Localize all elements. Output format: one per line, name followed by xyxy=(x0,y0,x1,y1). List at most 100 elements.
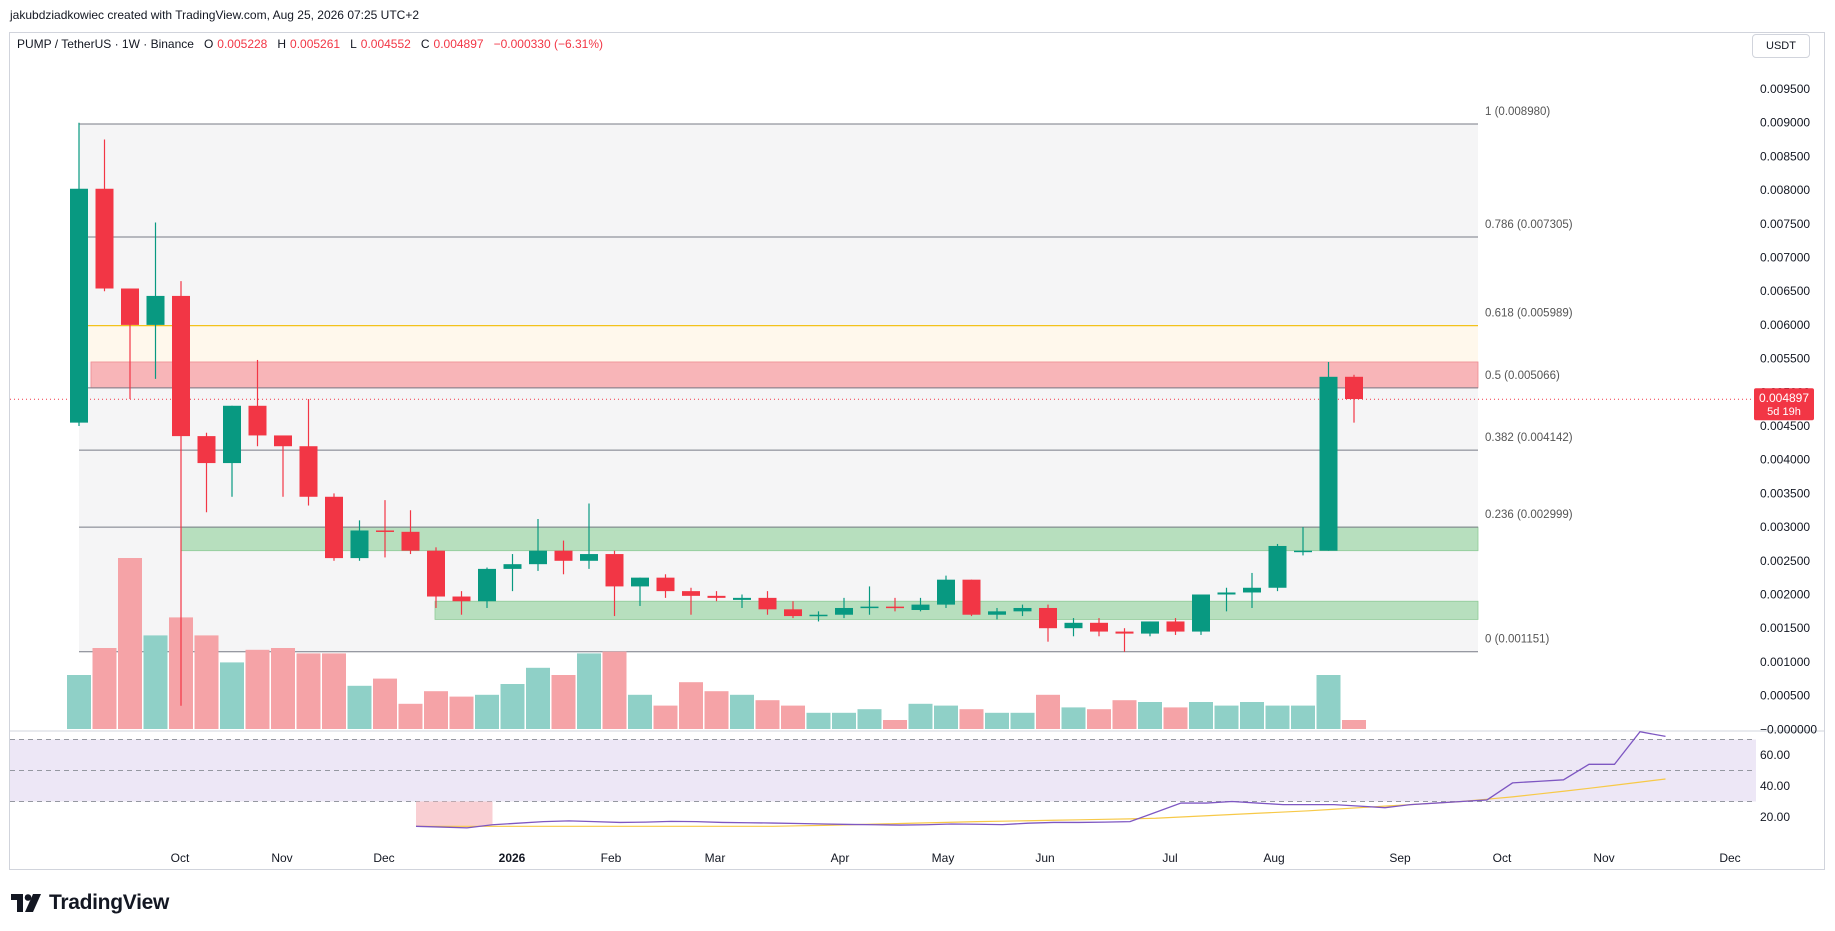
fib-label-0.236: 0.236 (0.002999) xyxy=(1485,509,1573,521)
volume-bar xyxy=(704,691,729,729)
volume-bar xyxy=(806,712,831,729)
volume-bar xyxy=(500,684,525,729)
volume-bar xyxy=(730,694,754,729)
time-tick-label: Feb xyxy=(601,851,622,865)
support-zone xyxy=(434,600,1479,620)
fib-label-0.382: 0.382 (0.004142) xyxy=(1485,432,1573,444)
volume-bar xyxy=(194,635,219,729)
price-tick-label: −0.000000 xyxy=(1760,722,1817,736)
fib-label-0.786: 0.786 (0.007305) xyxy=(1485,219,1573,231)
fib-label-0.5: 0.5 (0.005066) xyxy=(1485,370,1560,382)
candle-body xyxy=(733,597,751,600)
candle-body xyxy=(172,295,190,437)
volume-bar xyxy=(271,648,295,729)
candle-body xyxy=(350,530,369,559)
volume-bar xyxy=(832,712,856,729)
candle-body xyxy=(1141,621,1159,634)
volume-bar xyxy=(1163,707,1188,729)
candle-body xyxy=(554,550,573,561)
candle-body xyxy=(1217,592,1236,595)
candle-body xyxy=(784,609,802,617)
candle-body xyxy=(682,591,700,596)
candle-body xyxy=(223,405,241,464)
volume-bar xyxy=(551,675,576,729)
candle-body xyxy=(452,596,471,602)
time-tick-label: Mar xyxy=(705,851,726,865)
price-tick-label: 0.001500 xyxy=(1760,621,1810,635)
open-value: 0.005228 xyxy=(217,37,268,51)
time-tick-label: Jun xyxy=(1035,851,1054,865)
volume-bar xyxy=(628,694,652,729)
symbol-title[interactable]: PUMP / TetherUS · 1W · Binance xyxy=(17,37,194,51)
last-price-value: 0.004897 xyxy=(1759,391,1809,405)
candle-body xyxy=(1345,376,1363,400)
candle-body xyxy=(427,550,445,597)
volume-bar xyxy=(857,709,882,729)
candle-body xyxy=(299,446,318,497)
resistance-zone xyxy=(90,361,1479,389)
candle-body xyxy=(580,554,598,561)
candle-body xyxy=(656,577,675,592)
volume-bar xyxy=(424,691,448,729)
tradingview-logo-icon xyxy=(11,894,41,912)
candle-body xyxy=(911,604,930,611)
price-tick-label: 0.005500 xyxy=(1760,352,1810,366)
candle-body xyxy=(121,288,139,325)
volume-bar xyxy=(322,653,346,729)
fib-label-1: 1 (0.008980) xyxy=(1485,106,1550,118)
chart-attribution: jakubdziadkowiec created with TradingVie… xyxy=(10,8,420,22)
candle-body xyxy=(886,606,904,609)
price-tick-label: 0.004500 xyxy=(1760,419,1810,433)
price-tick-label: 0.001000 xyxy=(1760,655,1810,669)
high-value: 0.005261 xyxy=(290,37,341,51)
candle-body xyxy=(1268,545,1287,588)
volume-bar xyxy=(1138,702,1162,729)
tradingview-logo[interactable]: TradingView xyxy=(11,891,169,915)
time-tick-label: Nov xyxy=(271,851,292,865)
candle-body xyxy=(70,188,88,423)
candle-body xyxy=(274,435,292,447)
time-tick-label: Apr xyxy=(831,851,850,865)
low-label: L xyxy=(350,37,357,51)
currency-button[interactable]: USDT xyxy=(1752,34,1810,58)
time-tick-label: 2026 xyxy=(499,851,526,865)
candle-body xyxy=(478,568,496,602)
rsi-oversold-fill xyxy=(416,801,493,828)
volume-bar xyxy=(475,694,499,729)
candle-body xyxy=(860,606,879,609)
time-tick-label: Oct xyxy=(171,851,190,865)
candle-body xyxy=(1013,607,1032,612)
volume-bar xyxy=(755,700,780,729)
volume-bar xyxy=(1240,702,1264,729)
volume-bar xyxy=(1214,705,1239,729)
rsi-tick-label: 20.00 xyxy=(1760,810,1790,824)
volume-bar xyxy=(1189,702,1213,729)
volume-bar xyxy=(220,662,244,729)
open-label: O xyxy=(203,37,214,51)
price-tick-label: 0.008000 xyxy=(1760,183,1810,197)
candle-body xyxy=(1064,622,1083,629)
candle-body xyxy=(376,530,394,532)
candle-body xyxy=(1115,631,1134,634)
candle-body xyxy=(758,597,777,610)
volume-bar xyxy=(781,705,805,729)
volume-bar xyxy=(296,653,321,729)
price-tick-label: 0.003500 xyxy=(1760,486,1810,500)
volume-bar xyxy=(1036,694,1060,729)
price-tick-label: 0.006500 xyxy=(1760,284,1810,298)
volume-bar xyxy=(934,705,958,729)
chart-frame xyxy=(9,32,1825,870)
candle-body xyxy=(1319,376,1338,551)
time-tick-label: Oct xyxy=(1493,851,1512,865)
candle-body xyxy=(401,531,420,551)
volume-bar xyxy=(602,651,627,729)
time-tick-label: Dec xyxy=(1719,851,1740,865)
price-tick-label: 0.009000 xyxy=(1760,116,1810,130)
volume-bar xyxy=(985,712,1009,729)
volume-bar xyxy=(526,667,550,729)
price-tick-label: 0.000500 xyxy=(1760,689,1810,703)
volume-bar xyxy=(1010,712,1035,729)
candle-body xyxy=(1192,594,1210,632)
candle-body xyxy=(248,405,267,436)
